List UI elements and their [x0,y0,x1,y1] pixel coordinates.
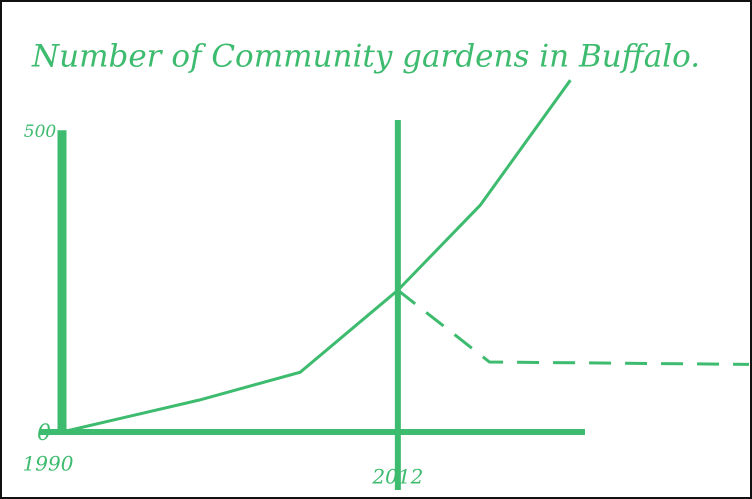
line-series [396,289,750,366]
x-tick-label: 1990 [23,452,74,476]
line-series [61,79,572,434]
y-tick-label: 0 [37,421,51,446]
x-tick-label: 2012 [371,465,423,489]
chart-title: Number of Community gardens in Buffalo. [31,39,700,75]
y-tick-label: 500 [24,122,57,142]
